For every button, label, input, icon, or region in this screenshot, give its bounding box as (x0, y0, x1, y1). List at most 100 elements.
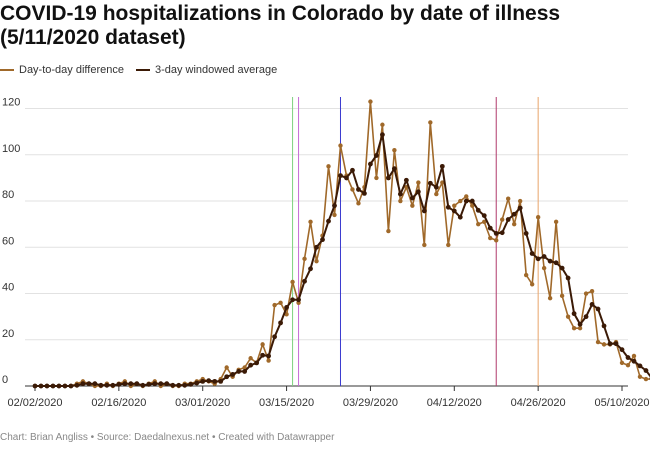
data-point-3-day-average (571, 311, 577, 317)
data-point-3-day-average (374, 153, 379, 158)
y-tick-label: 80 (2, 189, 14, 201)
x-tick-label: 03/15/2020 (259, 397, 314, 409)
y-tick-label: 0 (2, 374, 8, 386)
data-point-3-day-average (547, 258, 553, 264)
legend-item-diff: Day-to-day difference (0, 64, 124, 76)
data-point-3-day-average (74, 382, 80, 388)
data-point-3-day-average (56, 383, 62, 389)
data-point-3-day-average (50, 383, 56, 389)
data-point-3-day-average (637, 363, 643, 369)
data-point-3-day-average (403, 177, 409, 183)
data-point-3-day-average (481, 213, 487, 219)
data-point-3-day-average (152, 381, 158, 387)
data-point-3-day-average (577, 321, 583, 327)
data-point-day-to-day-difference (446, 242, 451, 248)
data-point-3-day-average (613, 341, 619, 347)
data-point-3-day-average (344, 175, 349, 181)
data-point-3-day-average (505, 217, 511, 222)
data-point-3-day-average (415, 189, 421, 195)
y-tick-label: 60 (2, 235, 14, 247)
x-tick-label: 04/12/2020 (427, 397, 482, 409)
data-point-3-day-average (44, 383, 50, 389)
data-point-3-day-average (457, 214, 463, 220)
data-point-3-day-average (248, 362, 254, 368)
data-point-3-day-average (409, 195, 415, 201)
data-point-day-to-day-difference (535, 215, 541, 220)
data-point-day-to-day-difference (559, 293, 565, 299)
data-point-day-to-day-difference (398, 198, 403, 204)
data-point-3-day-average (86, 381, 92, 387)
data-point-3-day-average (619, 347, 625, 353)
data-point-3-day-average (80, 381, 86, 387)
data-point-3-day-average (212, 378, 218, 384)
series-line-3-day-average (35, 133, 650, 387)
data-point-3-day-average (308, 266, 313, 272)
data-point-3-day-average (194, 380, 200, 386)
data-point-day-to-day-difference (565, 314, 571, 319)
data-point-3-day-average (535, 256, 541, 262)
data-point-3-day-average (146, 381, 152, 387)
data-point-3-day-average (607, 341, 613, 347)
data-point-3-day-average (523, 231, 529, 236)
data-point-3-day-average (511, 211, 517, 217)
data-point-3-day-average (68, 383, 74, 389)
legend-swatch-diff (0, 69, 14, 71)
data-point-day-to-day-difference (452, 203, 457, 208)
data-point-3-day-average (320, 237, 325, 243)
data-point-3-day-average (170, 382, 176, 388)
data-point-day-to-day-difference (553, 219, 559, 225)
data-point-3-day-average (427, 180, 433, 186)
data-point-day-to-day-difference (595, 339, 601, 345)
data-point-3-day-average (158, 381, 164, 387)
data-point-day-to-day-difference (494, 238, 499, 243)
data-point-day-to-day-difference (517, 198, 523, 204)
data-point-3-day-average (32, 383, 38, 389)
data-point-day-to-day-difference (571, 326, 577, 331)
data-point-3-day-average (272, 334, 277, 340)
data-point-3-day-average (487, 225, 493, 231)
x-tick-label: 02/16/2020 (91, 397, 146, 409)
x-tick-label: 04/26/2020 (511, 397, 566, 409)
data-point-day-to-day-difference (464, 194, 469, 199)
data-point-3-day-average (553, 260, 559, 266)
data-point-3-day-average (362, 191, 367, 196)
x-tick-label: 05/10/2020 (594, 397, 649, 409)
data-point-day-to-day-difference (386, 228, 391, 234)
data-point-3-day-average (260, 352, 266, 358)
data-point-day-to-day-difference (643, 376, 649, 382)
data-point-3-day-average (128, 381, 134, 387)
data-point-3-day-average (284, 304, 289, 310)
data-point-day-to-day-difference (242, 365, 247, 370)
data-point-3-day-average (116, 381, 122, 387)
data-point-3-day-average (463, 198, 469, 204)
data-point-3-day-average (451, 208, 457, 214)
data-point-3-day-average (517, 205, 523, 211)
data-point-day-to-day-difference (506, 196, 511, 201)
chart-title: COVID-19 hospitalizations in Colorado by… (0, 2, 561, 49)
data-point-day-to-day-difference (523, 272, 529, 278)
data-point-3-day-average (104, 382, 110, 388)
data-point-3-day-average (176, 382, 182, 388)
data-point-3-day-average (254, 360, 260, 366)
legend-swatch-avg (135, 69, 150, 71)
data-point-3-day-average (475, 207, 481, 213)
data-point-day-to-day-difference (529, 282, 535, 287)
data-point-day-to-day-difference (302, 256, 307, 262)
data-point-day-to-day-difference (625, 362, 631, 368)
data-point-3-day-average (296, 297, 301, 303)
data-point-day-to-day-difference (314, 258, 319, 264)
data-point-3-day-average (380, 132, 385, 138)
data-point-3-day-average (278, 320, 283, 326)
data-point-day-to-day-difference (458, 198, 463, 204)
data-point-day-to-day-difference (290, 279, 295, 285)
data-point-day-to-day-difference (260, 342, 265, 347)
data-point-3-day-average (565, 275, 571, 281)
data-point-3-day-average (386, 175, 391, 181)
data-point-day-to-day-difference (272, 302, 277, 308)
data-point-day-to-day-difference (308, 219, 313, 225)
data-point-day-to-day-difference (482, 219, 487, 225)
data-point-3-day-average (200, 378, 206, 384)
data-point-3-day-average (356, 187, 361, 192)
data-point-day-to-day-difference (410, 203, 415, 208)
data-point-3-day-average (290, 297, 295, 303)
